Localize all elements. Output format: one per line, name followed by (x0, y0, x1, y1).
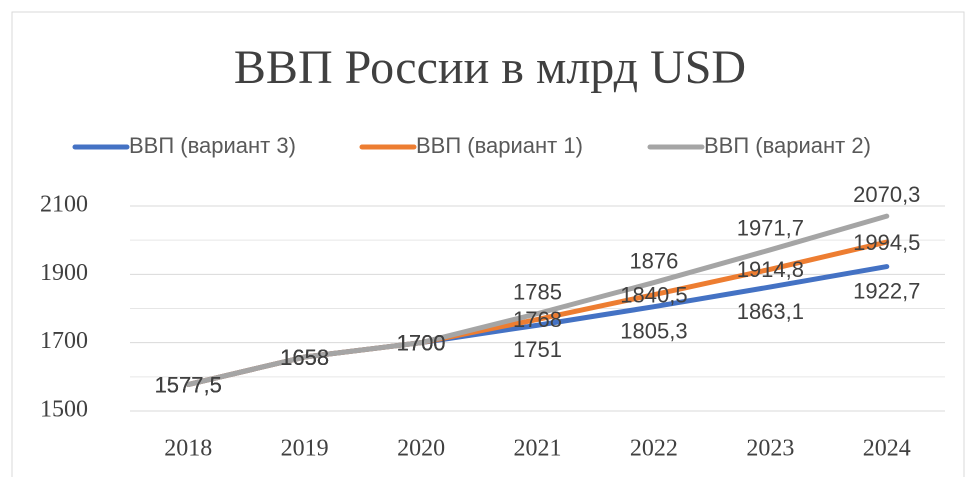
chart-frame (11, 11, 965, 477)
x-tick-label: 2024 (863, 436, 911, 462)
x-tick-label: 2022 (630, 436, 678, 462)
data-label: 2070,3 (853, 182, 920, 207)
x-tick-label: 2021 (514, 436, 562, 462)
data-label: 1840,5 (620, 282, 687, 307)
legend-label: ВВП (вариант 2) (704, 133, 871, 158)
data-label: 1914,8 (737, 257, 804, 282)
x-tick-label: 2020 (397, 436, 445, 462)
data-label: 1876 (629, 248, 678, 273)
data-label: 1700 (397, 330, 446, 355)
data-label: 1994,5 (853, 230, 920, 255)
y-tick-label: 1900 (40, 260, 88, 286)
y-tick-label: 2100 (40, 192, 88, 218)
data-label: 1785 (513, 279, 562, 304)
x-tick-label: 2019 (281, 436, 329, 462)
data-label: 1971,7 (737, 216, 804, 241)
legend-label: ВВП (вариант 1) (416, 133, 583, 158)
y-tick-label: 1700 (40, 328, 88, 354)
data-label: 1658 (280, 345, 329, 370)
legend-label: ВВП (вариант 3) (129, 133, 296, 158)
data-label: 1577,5 (155, 372, 222, 397)
chart-title: ВВП России в млрд USD (234, 41, 746, 94)
data-label: 1751 (513, 337, 562, 362)
data-label: 1700 (397, 330, 446, 355)
data-label: 1922,7 (853, 278, 920, 303)
data-label: 1577,5 (155, 372, 222, 397)
x-tick-label: 2023 (746, 436, 794, 462)
data-label: 1658 (280, 345, 329, 370)
y-tick-label: 1500 (40, 397, 88, 423)
data-label: 1863,1 (737, 299, 804, 324)
data-label: 1768 (513, 307, 562, 332)
data-label: 1700 (397, 330, 446, 355)
data-label: 1805,3 (620, 319, 687, 344)
data-label: 1577,5 (155, 372, 222, 397)
x-tick-label: 2018 (164, 436, 212, 462)
data-label: 1658 (280, 345, 329, 370)
series-line (185, 213, 890, 388)
